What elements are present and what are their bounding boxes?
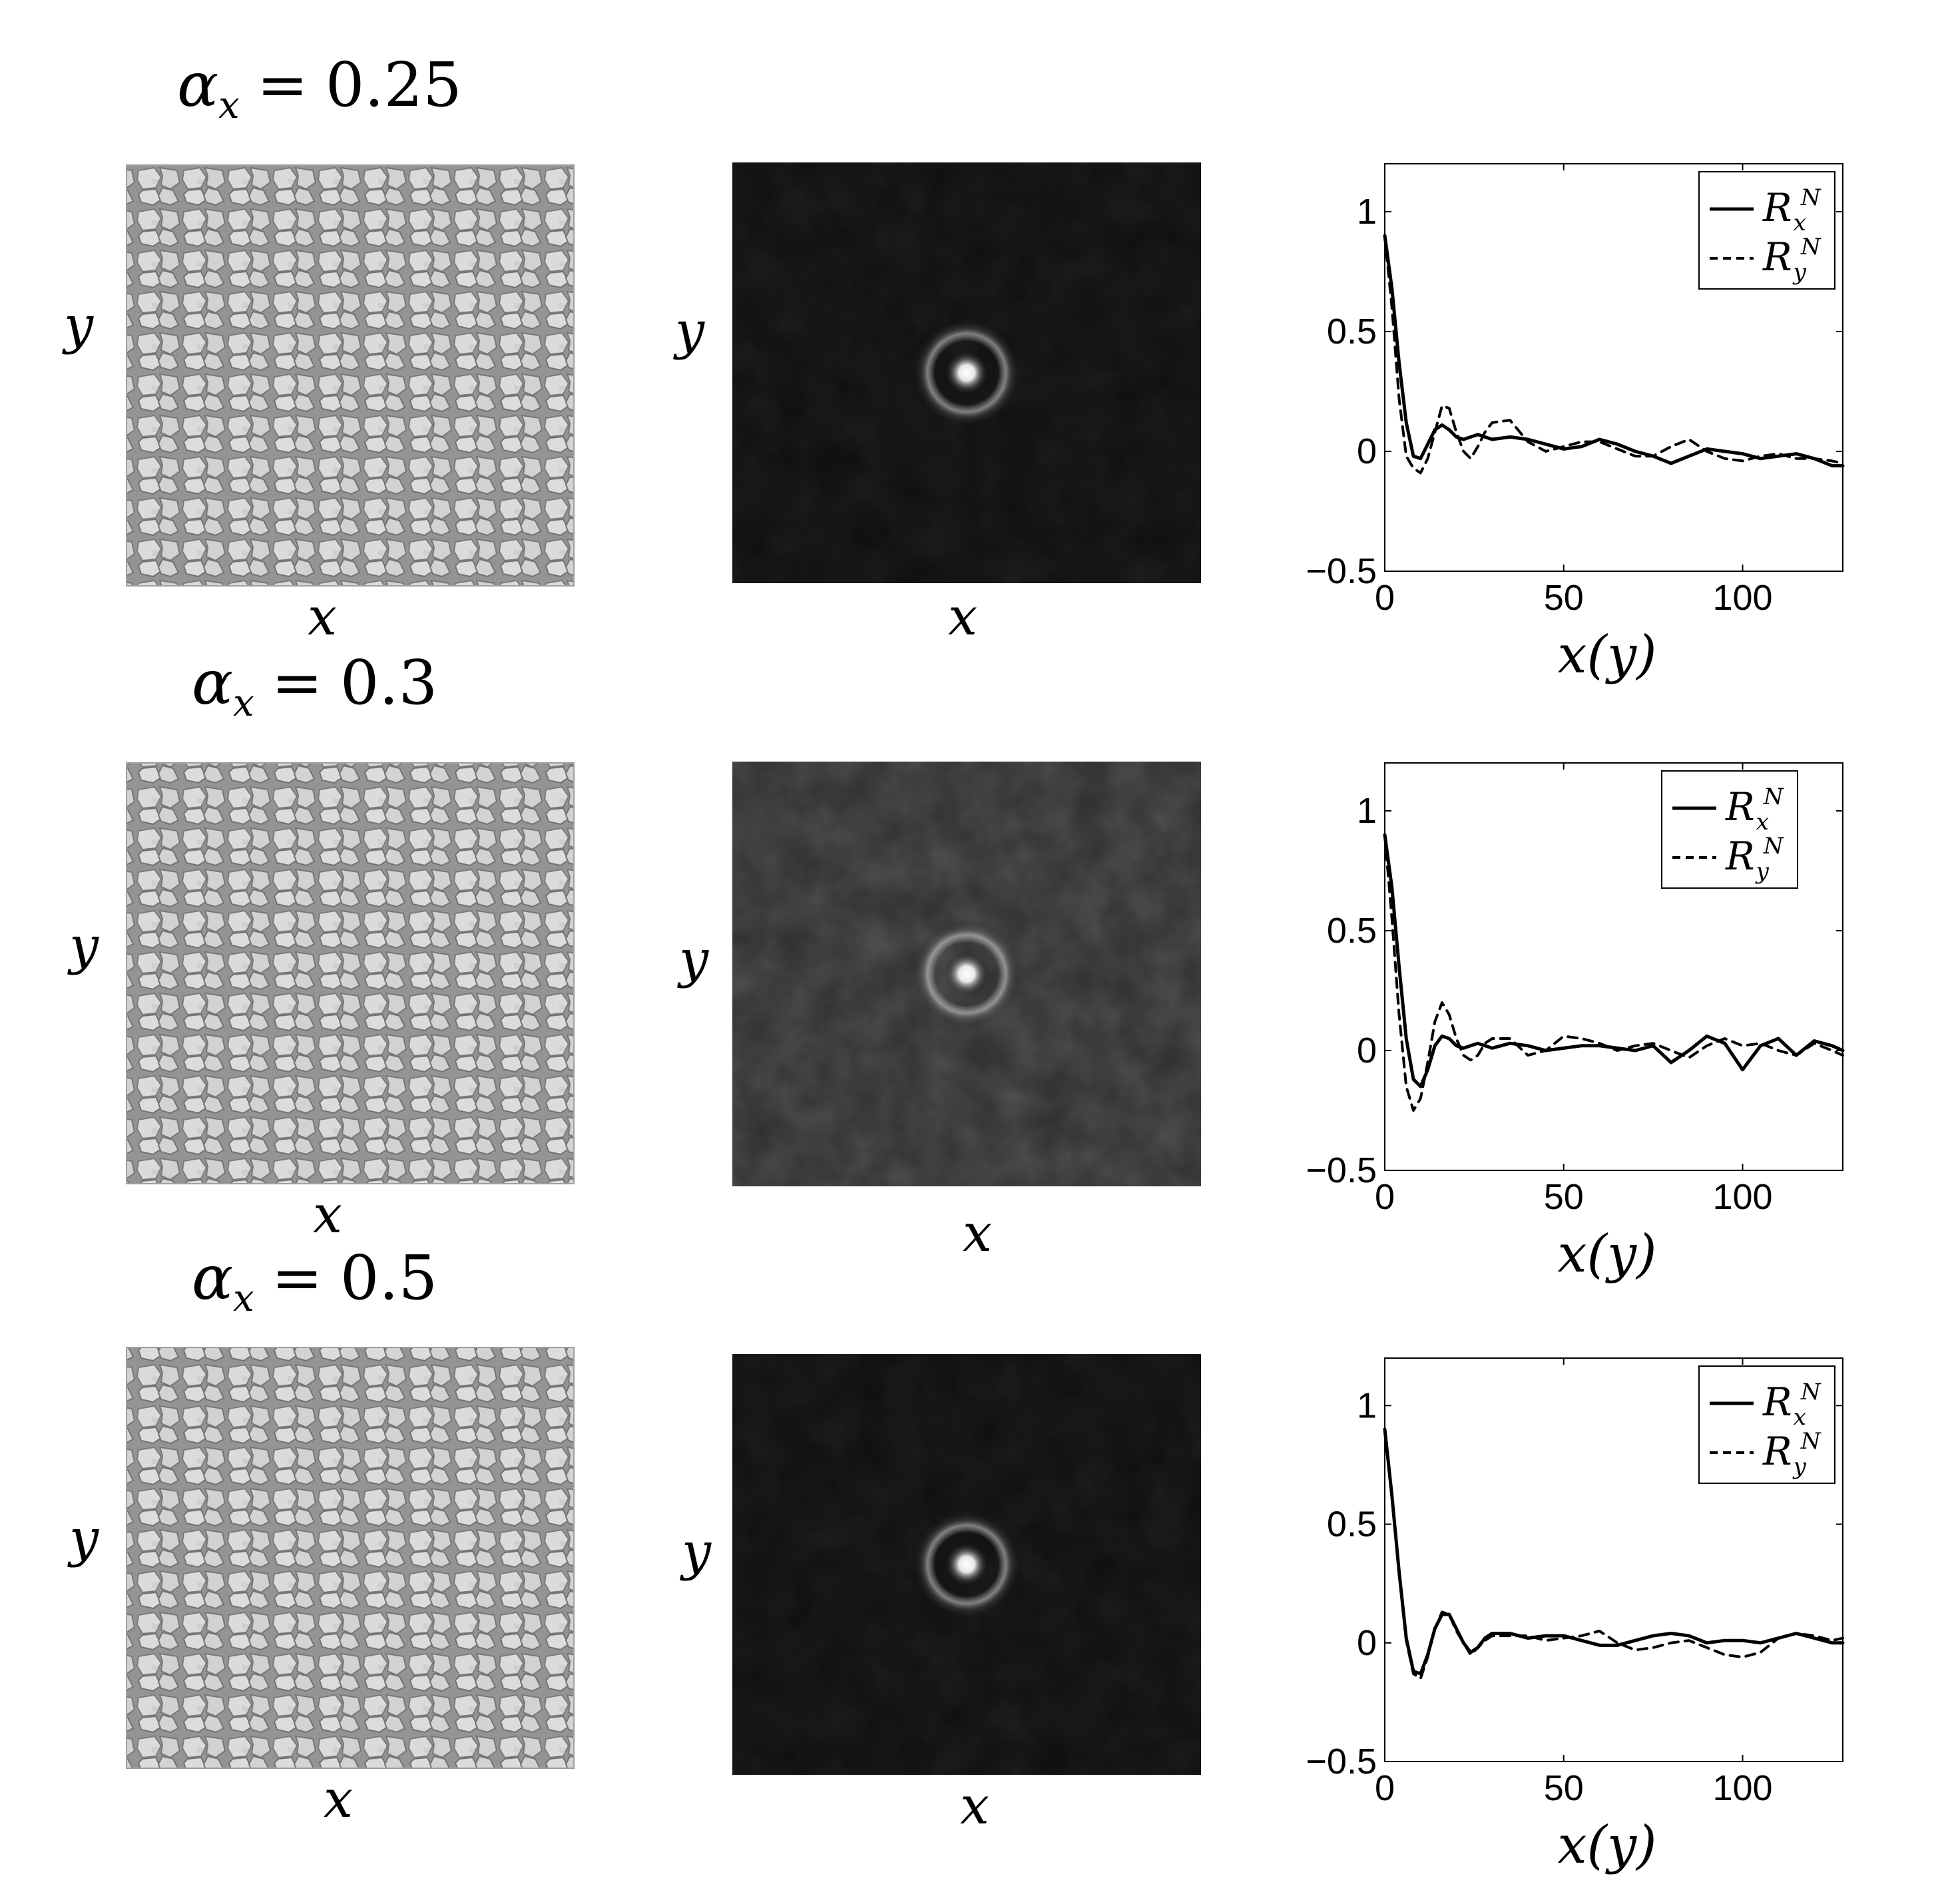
row-1-left-xlabel: x (308, 587, 337, 647)
row-3-middle-ylabel: y (682, 1522, 712, 1582)
chart-1-ytick-label-1: −0.5 (1306, 551, 1377, 591)
chart-2-xlabel: x(y) (1558, 1224, 1657, 1284)
chart-3-legend-sup-2: N (1800, 1428, 1822, 1455)
left-panel-3-cells (126, 1347, 575, 1769)
chart-2-xtick-label-3: 100 (1712, 1177, 1772, 1217)
left-panel-2-highlight (126, 763, 574, 1184)
row-1-middle-xlabel: x (948, 587, 977, 647)
chart-1-ytick-label-4: 1 (1357, 192, 1377, 232)
row-3-left-ylabel: y (69, 1509, 99, 1568)
chart-2-legend-sup-2: N (1763, 833, 1784, 859)
chart-3-ytick-label-1: −0.5 (1306, 1742, 1377, 1782)
chart-2-ytick-label-4: 1 (1357, 791, 1377, 831)
row-2-alpha-value: 0.3 (340, 647, 438, 718)
chart-1-legend-sup-1: N (1800, 184, 1822, 211)
row-1-left-ylabel: y (64, 296, 94, 356)
row-3-alpha-value: 0.5 (340, 1242, 438, 1313)
left-panel-3-highlight (126, 1347, 574, 1768)
chart-1-xlabel: x(y) (1558, 625, 1657, 685)
chart-2-legend-sub-1: x (1756, 809, 1769, 835)
chart-2-xtick-label-2: 50 (1544, 1177, 1584, 1217)
row-2-middle-ylabel: y (679, 929, 709, 989)
row-3-left-xlabel: x (324, 1770, 353, 1829)
middle-panel-3-center-peak (944, 1542, 989, 1587)
chart-2-xtick-label-1: 0 (1375, 1177, 1395, 1217)
middle-panel-2 (732, 762, 1201, 1186)
chart-1-ytick-label-3: 0.5 (1327, 312, 1377, 352)
chart-2-ytick-label-1: −0.5 (1306, 1150, 1377, 1190)
chart-3-xtick-label-1: 0 (1375, 1768, 1395, 1808)
row-1-middle-ylabel: y (675, 301, 705, 361)
left-panel-2-cells (126, 762, 575, 1184)
left-panel-1-cells (126, 164, 575, 587)
chart-3-series-2 (1383, 1427, 1844, 1680)
row-3-middle-xlabel: x (960, 1776, 989, 1836)
chart-1-legend-box (1698, 171, 1835, 290)
chart-3-legend-sub-1: x (1794, 1404, 1806, 1431)
chart-1-legend-sub-2: y (1792, 259, 1807, 286)
row-1-alpha-equals: = (256, 49, 308, 120)
chart-2-legend-label-2: RyN (1725, 833, 1784, 885)
row-2-middle-xlabel: x (963, 1204, 992, 1264)
chart-2-series-2 (1383, 833, 1844, 1112)
chart-3-ytick-label-2: 0 (1357, 1623, 1377, 1663)
row-2-left-ylabel: y (69, 916, 99, 976)
row-2-alpha-equals: = (271, 647, 323, 718)
row-2-alpha-subscript: x (233, 682, 254, 725)
middle-panel-2-center-peak (944, 951, 989, 997)
row-2-alpha-symbol: α (192, 647, 234, 718)
row-1-alpha-subscript: x (218, 84, 240, 127)
middle-panel-1 (732, 162, 1201, 583)
chart-1-series-1 (1383, 234, 1845, 468)
middle-panel-3 (732, 1354, 1201, 1775)
row-2-alpha-label: αx = 0.3 (192, 652, 437, 722)
chart-3-xtick-label-3: 100 (1712, 1768, 1772, 1808)
chart-3-legend-sub-2: y (1792, 1453, 1807, 1480)
row-3-alpha-label: αx = 0.5 (192, 1248, 437, 1317)
chart-3-xtick-label-2: 50 (1544, 1768, 1584, 1808)
left-panel-1-highlight (126, 165, 574, 586)
chart-2-legend-sup-1: N (1763, 784, 1784, 810)
chart-2-legend-box (1661, 770, 1798, 889)
row-1-alpha-label: αx = 0.25 (177, 55, 462, 124)
chart-1-xtick-label-3: 100 (1712, 578, 1772, 618)
row-3-alpha-symbol: α (192, 1242, 234, 1313)
chart-1-xtick-label-2: 50 (1544, 578, 1584, 618)
chart-1-legend-sup-2: N (1800, 234, 1822, 260)
row-1-alpha-value: 0.25 (325, 49, 462, 120)
row-3-alpha-equals: = (271, 1242, 323, 1313)
chart-3-ytick-label-3: 0.5 (1327, 1505, 1377, 1545)
chart-3-ytick-label-4: 1 (1357, 1385, 1377, 1425)
row-2-left-xlabel: x (313, 1185, 342, 1245)
chart-3-legend-label-1: RxN (1762, 1379, 1822, 1431)
chart-2-series-1 (1383, 833, 1845, 1088)
chart-2-ytick-label-3: 0.5 (1327, 911, 1377, 951)
chart-1-ytick-label-2: 0 (1357, 431, 1377, 471)
chart-2-legend-sub-2: y (1755, 858, 1770, 885)
chart-2-ytick-label-2: 0 (1357, 1031, 1377, 1071)
chart-3-legend-sup-1: N (1800, 1379, 1822, 1405)
chart-3-legend-box (1698, 1365, 1835, 1484)
row-3-alpha-subscript: x (233, 1277, 254, 1320)
chart-3-xlabel: x(y) (1558, 1815, 1657, 1875)
left-panel-3 (126, 1347, 575, 1769)
middle-panel-1-center-peak (944, 350, 989, 395)
chart-1-series-2 (1383, 234, 1844, 475)
left-panel-1 (126, 164, 575, 587)
chart-1-legend-sub-1: x (1794, 210, 1806, 236)
chart-1-xtick-label-1: 0 (1375, 578, 1395, 618)
left-panel-2 (126, 762, 575, 1184)
row-1-alpha-symbol: α (177, 49, 219, 120)
